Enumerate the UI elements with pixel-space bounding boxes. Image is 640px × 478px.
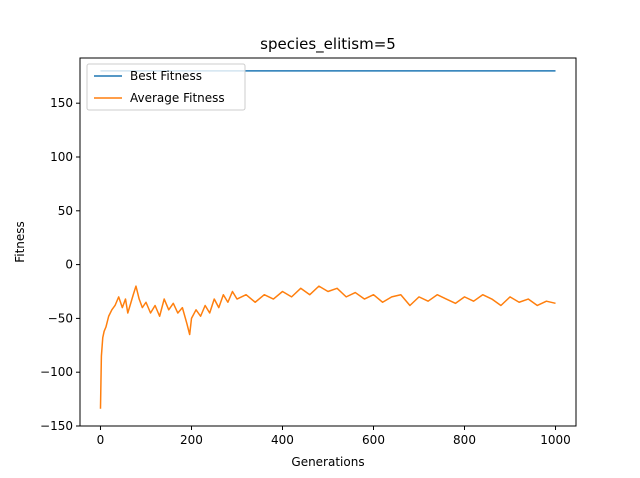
x-axis: 0 200 400 600 800 1000	[97, 426, 571, 447]
y-axis: −150 −100 −50 0 50 100 150	[40, 96, 80, 433]
legend-label: Average Fitness	[130, 91, 225, 105]
chart-title: species_elitism=5	[260, 35, 396, 54]
y-tick-label: −150	[40, 419, 73, 433]
x-tick-label: 600	[362, 433, 385, 447]
x-tick-label: 800	[453, 433, 476, 447]
y-tick-label: 0	[65, 258, 73, 272]
legend: Best Fitness Average Fitness	[86, 63, 246, 111]
series-line-average-fitness	[99, 285, 556, 409]
x-tick-label: 200	[180, 433, 203, 447]
x-tick-label: 400	[271, 433, 294, 447]
y-tick-label: 100	[50, 150, 73, 164]
y-tick-label: 50	[58, 204, 73, 218]
y-tick-label: 150	[50, 96, 73, 110]
y-tick-label: −100	[40, 365, 73, 379]
legend-label: Best Fitness	[130, 69, 202, 83]
x-tick-label: 1000	[540, 433, 571, 447]
legend-box	[86, 63, 246, 111]
y-tick-label: −50	[48, 311, 73, 325]
x-axis-label: Generations	[291, 455, 364, 469]
x-tick-label: 0	[97, 433, 105, 447]
y-axis-label: Fitness	[13, 221, 27, 263]
plot-frame	[79, 57, 577, 427]
